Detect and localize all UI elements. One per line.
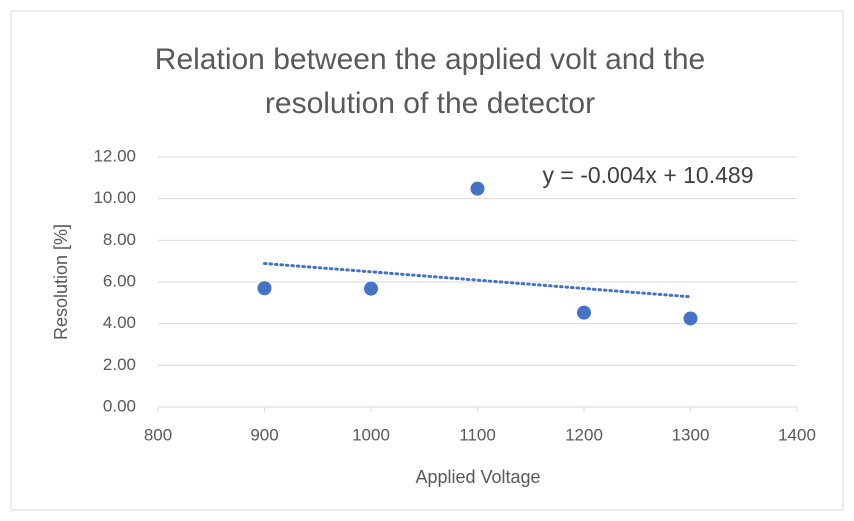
x-axis-label: Applied Voltage: [415, 467, 540, 487]
x-tick-label: 800: [144, 425, 172, 444]
data-point: [364, 281, 378, 296]
y-tick-label: 0.00: [103, 396, 136, 415]
y-tick-label: 4.00: [103, 313, 136, 332]
data-point: [470, 181, 485, 196]
y-tick-label: 6.00: [103, 271, 136, 290]
y-tick-label: 12.00: [93, 146, 136, 165]
data-point: [683, 311, 698, 326]
x-tick-label: 900: [250, 425, 278, 444]
y-tick-label: 2.00: [103, 355, 136, 374]
data-point: [257, 281, 272, 296]
x-tick-label: 1000: [352, 425, 390, 444]
x-tick-label: 1400: [778, 425, 816, 444]
x-tick-label: 1300: [672, 425, 710, 444]
trendline-equation: y = -0.004x + 10.489: [543, 162, 754, 188]
chart-border: [10, 10, 844, 511]
chart-title: Relation between the applied volt and th…: [154, 43, 706, 120]
y-axis-label: Resolution [%]: [51, 224, 71, 340]
trendline: [263, 261, 692, 299]
y-tick-label: 10.00: [93, 188, 136, 207]
data-point: [577, 305, 591, 320]
x-tick-label: 1200: [565, 425, 603, 444]
x-tick-label: 1100: [459, 425, 496, 444]
y-tick-label: 8.00: [103, 230, 136, 249]
